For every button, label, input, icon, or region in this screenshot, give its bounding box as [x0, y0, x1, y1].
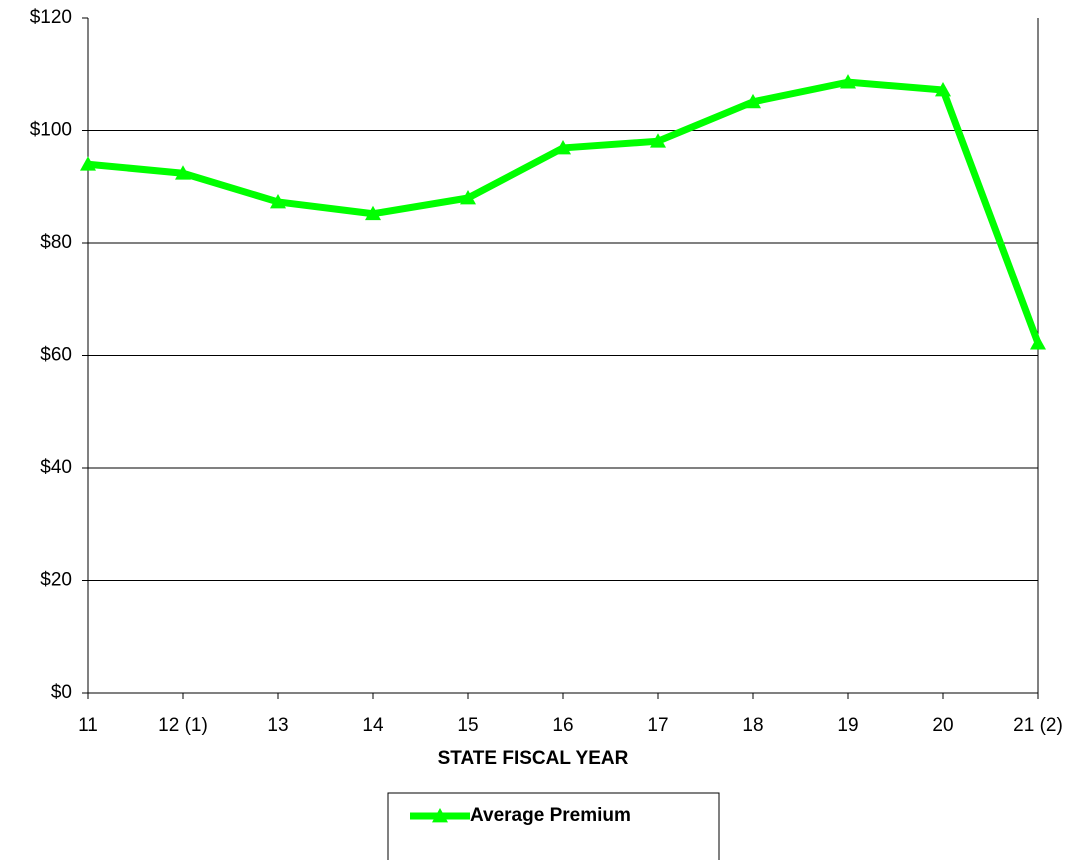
series-line	[87, 78, 1042, 345]
y-tick-label: $0	[51, 682, 72, 703]
point-marker	[555, 139, 571, 155]
point-marker	[745, 93, 761, 109]
x-tick-label: 14	[362, 715, 384, 736]
point-marker	[175, 165, 191, 180]
point-marker	[270, 193, 286, 209]
x-axis-label: STATE FISCAL YEAR	[438, 748, 629, 769]
x-tick-label: 12 (1)	[158, 715, 208, 736]
point-marker	[365, 205, 381, 221]
x-tick-label: 17	[647, 715, 668, 736]
x-tick-label: 18	[742, 715, 763, 736]
point-marker	[650, 133, 666, 148]
y-tick-label: $120	[30, 7, 72, 28]
legend-marker	[432, 808, 448, 823]
y-tick-label: $100	[30, 120, 72, 141]
legend-box	[387, 792, 720, 864]
x-tick-label: 20	[932, 715, 953, 736]
y-tick-label: $20	[40, 570, 72, 591]
y-tick-label: $40	[40, 457, 72, 478]
point-marker	[840, 74, 856, 89]
x-tick-label: 13	[267, 715, 288, 736]
x-tick-label: 21 (2)	[1013, 715, 1063, 736]
y-tick-label: $80	[40, 232, 72, 253]
point-marker	[80, 156, 96, 171]
point-marker	[460, 190, 476, 205]
legend-label: Average Premium	[470, 805, 631, 826]
x-tick-label: 19	[837, 715, 858, 736]
x-tick-label: 16	[552, 715, 573, 736]
point-marker	[935, 82, 951, 97]
y-tick-label: $60	[40, 345, 72, 366]
x-tick-label: 15	[457, 715, 478, 736]
point-marker	[1030, 335, 1046, 350]
x-tick-label: 11	[78, 715, 98, 736]
